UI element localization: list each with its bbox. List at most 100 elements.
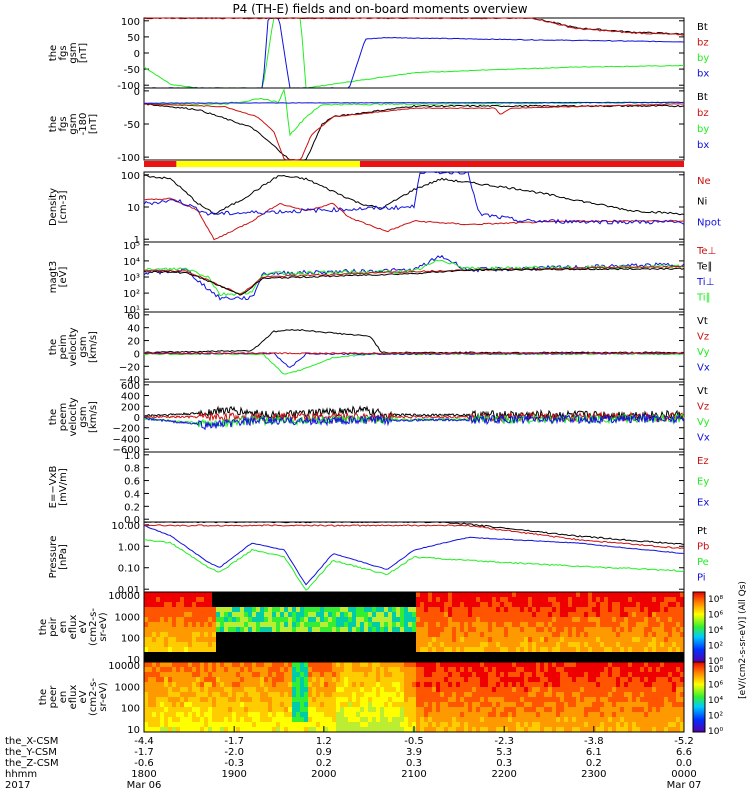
heat-cell: [488, 712, 492, 717]
heat-cell: [196, 627, 200, 632]
heat-cell: [204, 607, 208, 612]
heat-cell: [352, 697, 356, 702]
heat-cell: [180, 702, 184, 707]
heat-cell: [564, 612, 568, 617]
heat-cell: [256, 642, 260, 647]
heat-cell: [172, 617, 176, 622]
heat-cell: [352, 687, 356, 692]
heat-cell: [236, 692, 240, 697]
heat-cell: [420, 712, 424, 717]
heat-cell: [492, 677, 496, 682]
heat-cell: [488, 687, 492, 692]
heat-cell: [656, 632, 660, 637]
heat-cell: [572, 702, 576, 707]
heat-cell: [508, 677, 512, 682]
heat-cell: [536, 597, 540, 602]
ylabel-density: Density [cm-3]: [48, 188, 69, 226]
heat-cell: [220, 682, 224, 687]
heat-cell: [260, 687, 264, 692]
heat-cell: [300, 647, 304, 652]
heat-cell: [436, 712, 440, 717]
ytick-label: 0.10: [118, 564, 140, 575]
heat-cell: [672, 657, 676, 662]
series-vt: [143, 328, 685, 354]
heat-cell: [624, 647, 628, 652]
heat-cell: [528, 627, 532, 632]
heat-cell: [268, 662, 272, 667]
heat-cell: [176, 727, 180, 732]
heat-cell: [264, 717, 268, 722]
heat-cell: [524, 652, 528, 657]
heat-cell: [164, 672, 168, 677]
heat-cell: [504, 687, 508, 692]
heat-cell: [160, 727, 164, 732]
heat-cell: [616, 692, 620, 697]
heat-cell: [204, 727, 208, 732]
heat-cell: [216, 692, 220, 697]
heat-cell: [500, 632, 504, 637]
heat-cell: [260, 692, 264, 697]
heat-cell: [588, 722, 592, 727]
heat-cell: [576, 712, 580, 717]
heat-cell: [228, 607, 232, 612]
heat-cell: [308, 712, 312, 717]
heat-cell: [244, 702, 248, 707]
heat-cell: [652, 697, 656, 702]
heat-cell: [244, 637, 248, 642]
heat-cell: [596, 592, 600, 597]
heat-cell: [424, 707, 428, 712]
legend-pe: Pe: [697, 557, 709, 568]
heat-cell: [288, 662, 292, 667]
heat-cell: [160, 667, 164, 672]
heat-cell: [664, 707, 668, 712]
heat-cell: [280, 702, 284, 707]
heat-cell: [316, 682, 320, 687]
heat-cell: [284, 647, 288, 652]
heat-cell: [564, 657, 568, 662]
heat-cell: [144, 597, 148, 602]
heat-cell: [216, 727, 220, 732]
heat-cell: [592, 607, 596, 612]
heat-cell: [384, 672, 388, 677]
heat-cell: [292, 652, 296, 657]
heat-cell: [420, 692, 424, 697]
heat-cell: [284, 657, 288, 662]
heat-cell: [408, 622, 412, 627]
heat-cell: [348, 717, 352, 722]
heat-cell: [204, 662, 208, 667]
heat-cell: [172, 667, 176, 672]
heat-cell: [452, 672, 456, 677]
heat-cell: [664, 727, 668, 732]
heat-cell: [312, 627, 316, 632]
heat-cell: [508, 702, 512, 707]
heat-cell: [304, 667, 308, 672]
heat-cell: [468, 717, 472, 722]
heat-cell: [512, 607, 516, 612]
heat-cell: [456, 692, 460, 697]
heat-cell: [336, 637, 340, 642]
series-bx: [143, 101, 685, 104]
heat-cell: [608, 667, 612, 672]
heat-cell: [624, 607, 628, 612]
heat-cell: [168, 637, 172, 642]
heat-cell: [636, 592, 640, 597]
heat-cell: [352, 692, 356, 697]
heat-cell: [320, 662, 324, 667]
heat-cell: [240, 592, 244, 597]
heat-cell: [592, 667, 596, 672]
ylabel-peir: the peir en eflux eV (cm2-s-sr-eV): [38, 608, 109, 646]
heat-cell: [520, 657, 524, 662]
heat-cell: [148, 722, 152, 727]
heat-cell: [636, 617, 640, 622]
heat-cell: [632, 617, 636, 622]
heat-cell: [540, 642, 544, 647]
heat-cell: [480, 642, 484, 647]
heat-cell: [528, 597, 532, 602]
heat-cell: [280, 637, 284, 642]
heat-cell: [564, 602, 568, 607]
heat-cell: [316, 712, 320, 717]
heat-cell: [504, 702, 508, 707]
heat-cell: [184, 702, 188, 707]
heat-cell: [212, 637, 216, 642]
heat-cell: [580, 707, 584, 712]
